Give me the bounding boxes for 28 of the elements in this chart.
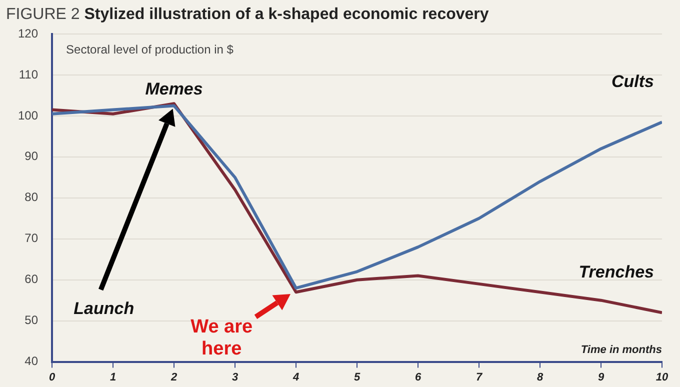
x-axis-title: Time in months: [580, 344, 662, 356]
annotation: Memes: [145, 79, 203, 98]
x-tick-label: 8: [536, 371, 544, 384]
y-tick-label: 100: [18, 108, 38, 122]
series-label: Trenches: [578, 262, 654, 282]
y-axis-title: Sectoral level of production in $: [66, 42, 234, 57]
x-tick-label: 1: [110, 371, 116, 384]
y-tick-label: 90: [24, 149, 38, 164]
x-tick-label: 6: [414, 371, 422, 384]
x-tick-label: 3: [232, 371, 238, 384]
y-tick-label: 70: [24, 231, 38, 246]
y-tick-label: 60: [24, 272, 38, 286]
y-tick-label: 80: [24, 190, 38, 204]
x-tick-label: 5: [354, 371, 361, 384]
x-tick-label: 0: [48, 371, 56, 384]
x-tick-label: 4: [292, 371, 300, 384]
y-tick-label: 110: [18, 67, 38, 82]
x-tick-label: 10: [656, 371, 669, 384]
y-tick-label: 40: [24, 354, 38, 368]
annotation: We are here: [190, 316, 253, 360]
x-tick-label: 2: [170, 371, 178, 384]
x-tick-label: 9: [598, 371, 605, 384]
series-label: Cults: [612, 72, 654, 91]
y-tick-label: 120: [18, 26, 38, 40]
chart-title: FIGURE 2 Stylized illustration of a k-shaped economic recovery: [6, 6, 489, 23]
y-tick-label: 50: [24, 313, 38, 328]
annotation: Launch: [74, 299, 134, 318]
x-tick-label: 7: [476, 371, 483, 384]
